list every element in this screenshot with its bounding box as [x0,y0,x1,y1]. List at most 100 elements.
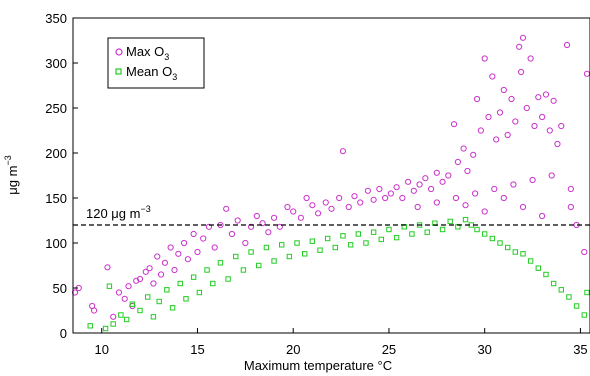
mean-o3-point [102,325,109,332]
mean-o3-point [210,280,216,287]
mean-o3-point [355,231,362,237]
mean-o3-point [169,305,176,311]
max-o3-point [491,185,498,193]
max-o3-point [234,217,241,224]
max-o3-point [276,223,283,230]
max-o3-point [364,187,371,194]
mean-o3-point [309,238,316,244]
y-tick-label: 300 [45,56,67,71]
mean-o3-point [497,240,503,246]
mean-o3-point [225,276,231,282]
mean-o3-point [543,271,549,278]
max-o3-point [115,289,123,296]
legend-mean-marker [115,68,122,75]
max-o3-point [473,95,481,103]
max-o3-point [393,184,400,191]
max-o3-point [136,275,144,283]
max-o3-point [184,256,191,263]
max-o3-point [146,265,153,272]
mean-o3-point [118,312,124,318]
legend-max-label: Max O3 [126,44,169,62]
max-o3-point [416,181,423,188]
max-o3-point [247,223,255,230]
y-tick-label: 0 [60,326,67,341]
y-tick-label: 50 [53,281,67,296]
max-o3-point [512,118,519,125]
max-o3-point [539,212,546,220]
mean-o3-point [550,280,557,287]
mean-o3-point [317,247,323,253]
mean-o3-point [363,240,369,246]
max-o3-point [567,185,574,193]
max-o3-point [516,43,523,50]
legend-mean-label: Mean O3 [126,64,177,82]
mean-o3-point [584,289,590,296]
mean-o3-point [217,260,224,266]
x-axis: 10 15 20 25 30 35 [94,328,588,357]
max-o3-point [157,271,165,278]
max-o3-point [460,145,467,152]
mean-o3-point [204,267,210,273]
max-o3-point [485,113,492,121]
max-o3-point [370,196,377,203]
max-o3-point [339,148,347,155]
mean-o3-point [462,216,469,223]
mean-o3-point [481,231,488,237]
max-o3-point [548,172,555,179]
max-o3-point [481,55,488,62]
mean-o3-point [263,244,270,251]
max-o3-point [519,34,527,41]
max-o3-point [142,268,149,275]
mean-o3-point [409,231,415,237]
max-o3-point [150,280,157,287]
mean-o3-point [271,258,277,264]
max-o3-point [508,95,515,103]
max-o3-point [427,185,435,193]
max-o3-point [470,151,477,158]
y-tick-label: 200 [45,146,67,161]
max-o3-point [558,122,565,130]
max-o3-point [450,121,458,128]
max-o3-point [200,235,207,242]
mean-o3-point [87,323,93,329]
x-tick-label: 25 [382,342,396,357]
max-o3-point [462,202,469,209]
max-o3-point [376,185,383,193]
max-o3-point [161,259,169,266]
max-o3-point [454,158,461,166]
max-o3-point [190,230,197,238]
y-axis-title: μg m−3 [3,155,20,194]
mean-o3-point [190,274,197,280]
max-o3-point [253,212,260,220]
mean-o3-point [233,253,239,260]
max-o3-point [322,199,329,206]
max-o3-point [539,113,546,121]
max-o3-point [357,199,364,206]
max-o3-point [345,203,352,211]
max-o3-point [303,194,310,202]
mean-o3-point [144,294,151,300]
max-o3-point [410,187,417,194]
mean-o3-point [439,226,446,233]
max-o3-point [531,122,538,130]
y-axis: 0 50 100 150 200 250 300 350 [45,11,78,341]
mean-o3-point [156,298,162,305]
max-o3-point [542,91,550,98]
mean-o3-point [512,249,519,255]
max-o3-point [493,136,500,143]
mean-o3-point [535,265,541,271]
mean-o3-point [294,240,300,246]
x-tick-label: 35 [573,342,587,357]
mean-o3-point [520,251,526,257]
x-tick-label: 10 [94,342,108,357]
mean-o3-point [196,289,203,296]
max-o3-point [563,41,571,49]
max-o3-point [399,194,406,202]
mean-o3-point [164,287,170,293]
max-o3-point [517,68,525,76]
max-o3-point [452,194,460,202]
legend: Max O3 Mean O3 [107,37,205,89]
max-o3-point [519,203,527,211]
mean-o3-point [332,244,339,251]
